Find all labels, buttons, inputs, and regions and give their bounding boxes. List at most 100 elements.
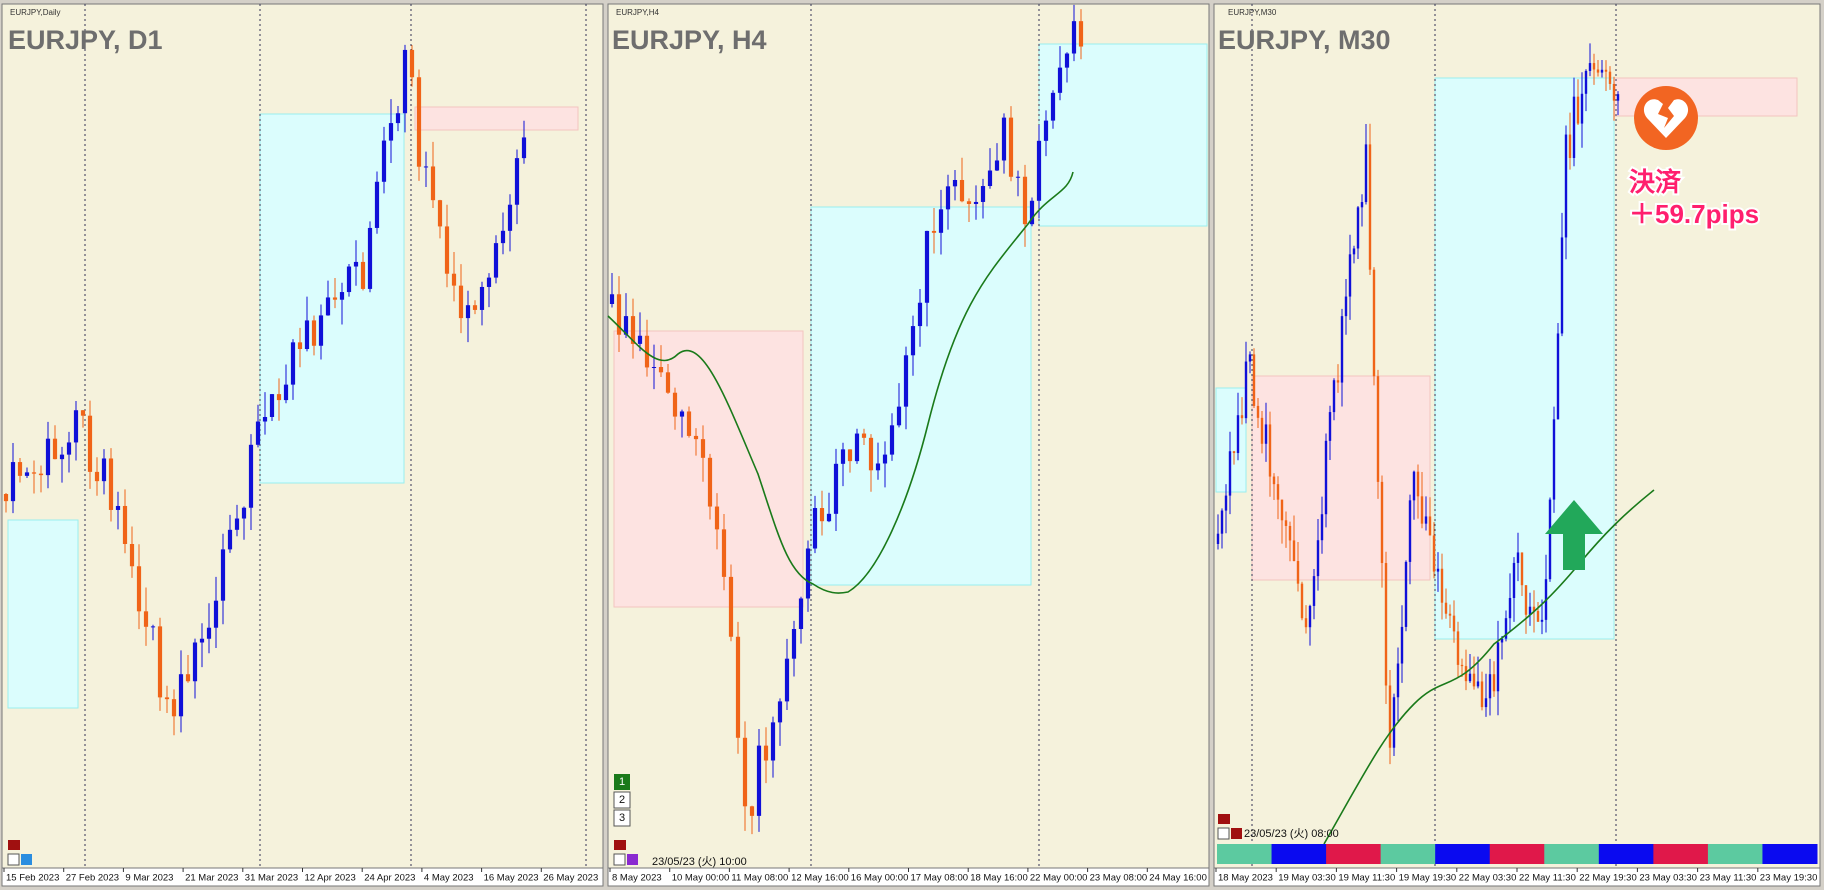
candle [31,472,37,474]
candle [1548,499,1552,580]
candle [917,302,923,327]
session [1326,844,1382,864]
session [1762,844,1818,864]
candle [756,745,762,816]
candle [637,335,643,344]
btn[interactable] [21,854,32,865]
candle [1608,71,1612,84]
candle [889,425,895,455]
candle [332,297,338,300]
candle [1064,53,1070,68]
candle [164,697,170,700]
candle [1260,417,1264,444]
zone [7,519,79,709]
date-label: 23/05/23 (火) 08:00 [1244,828,1339,840]
candle [609,294,615,304]
x-label: 17 May 08:00 [911,873,969,884]
candle [784,658,790,702]
candle [283,384,289,401]
btn[interactable] [7,853,20,866]
candle [882,454,888,464]
candle [416,77,422,167]
candle [1564,134,1568,238]
candle [1448,613,1452,616]
button-label: 2 [619,794,625,806]
candle [693,435,699,440]
btn[interactable] [613,853,626,866]
candle [1364,144,1368,203]
candle [966,201,972,204]
panel-m30: 決済 ＋59.7pips EURJPY,M30 EURJPY, M30 23/0… [1213,3,1821,887]
candle [444,226,450,274]
candle [1252,354,1256,406]
candle [896,406,902,426]
button[interactable] [614,774,630,790]
candle [1022,176,1028,225]
candle [1224,495,1228,511]
candle [1368,144,1372,270]
x-label: 22 May 19:30 [1579,873,1637,884]
x-label: 23 May 19:30 [1760,873,1818,884]
candle [1452,615,1456,632]
candle [241,507,247,519]
candle [763,745,769,761]
candle [1520,552,1524,586]
x-label: 19 May 03:30 [1278,873,1336,884]
moving-average [607,171,1074,594]
session [1544,844,1600,864]
button[interactable] [613,791,631,809]
button[interactable] [613,809,631,827]
candle [1248,354,1252,362]
candle [192,642,198,682]
btn[interactable] [627,854,638,865]
candle [24,472,30,476]
candle [213,600,219,628]
candle [833,463,839,514]
candle [150,626,156,628]
candle [973,201,979,204]
candle [819,508,825,522]
x-label: 15 Feb 2023 [6,873,59,884]
candle [1029,200,1035,225]
candle [1340,316,1344,383]
candles [1216,43,1620,765]
x-label: 26 May 2023 [543,873,598,884]
moving-average [1323,489,1655,845]
candle [1560,237,1564,334]
candle [812,508,818,549]
candle [868,437,874,471]
close-btn[interactable] [1218,814,1230,824]
x-label: 16 May 00:00 [851,873,909,884]
candle [1576,96,1580,124]
candle [826,513,832,522]
candle [686,411,692,436]
candles [609,4,1084,835]
close-btn[interactable] [8,840,20,850]
candle [623,316,629,335]
x-label: 16 May 2023 [484,873,539,884]
candle [1480,681,1484,708]
candle [318,315,324,346]
chart-title: EURJPY, D1 [8,25,163,55]
candle [1616,94,1620,101]
candle [1500,638,1504,643]
candle [1556,333,1560,420]
candle [255,421,261,445]
candle [1604,69,1608,72]
candle [500,230,506,244]
btn[interactable] [1231,828,1242,839]
chart-title: EURJPY, M30 [1218,25,1391,55]
candle [472,305,478,310]
button-label: 1 [619,776,625,788]
close-btn[interactable] [614,840,626,850]
candle [45,438,51,476]
panel-h4: EURJPY,H4 EURJPY, H4 1 2 3 23/05/23 (火) … [607,3,1210,887]
candle [514,158,520,205]
candle [3,494,9,502]
candle [1592,63,1596,70]
candle [1220,510,1224,534]
candle [248,444,254,508]
btn[interactable] [1217,827,1230,840]
candle [924,230,930,303]
candle [178,674,184,717]
